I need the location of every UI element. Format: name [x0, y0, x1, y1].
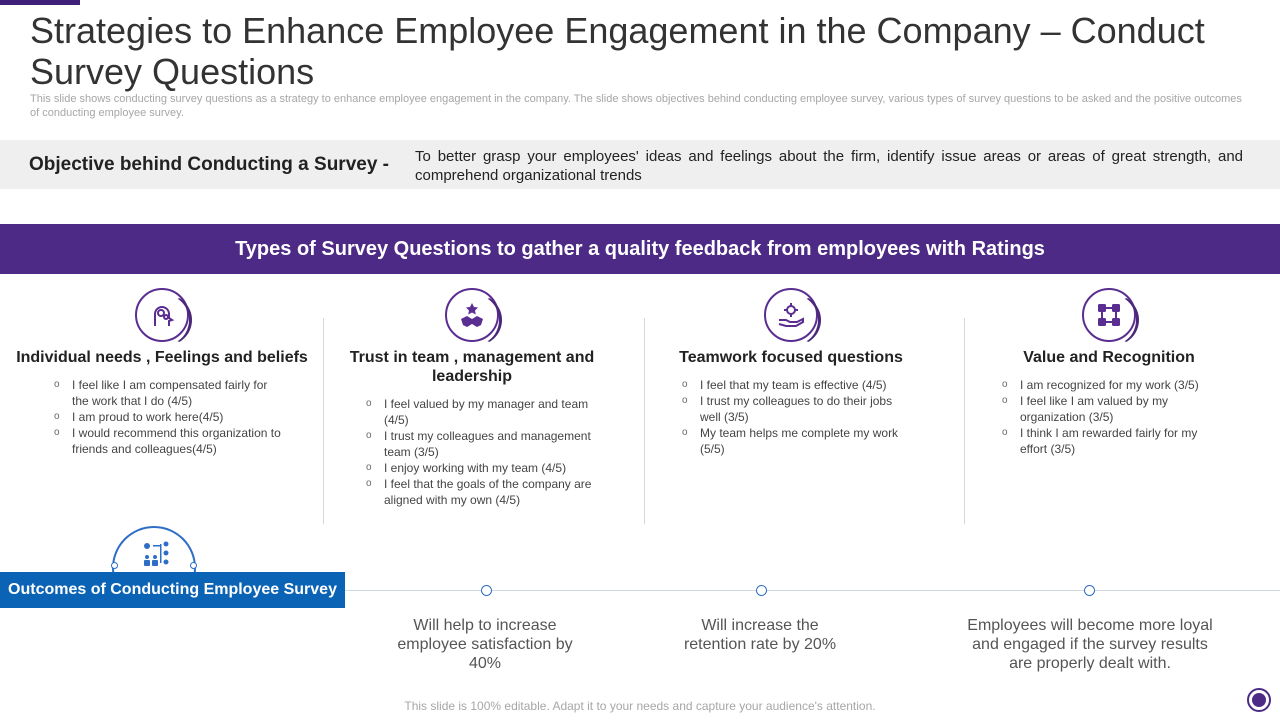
objective-label: Objective behind Conducting a Survey - — [29, 154, 389, 175]
survey-column-teamwork: Teamwork focused questions I feel that m… — [641, 288, 941, 457]
handshake-icon — [445, 288, 502, 346]
hand-gear-icon — [764, 288, 821, 346]
question-list: I am recognized for my work (3/5) I feel… — [959, 377, 1221, 457]
column-divider — [323, 318, 324, 524]
column-title: Teamwork focused questions — [679, 349, 903, 366]
timeline-dot — [756, 585, 767, 596]
survey-column-trust: Trust in team , management and leadershi… — [322, 288, 622, 508]
arc-end-dot — [111, 562, 118, 569]
outcomes-label: Outcomes of Conducting Employee Survey — [0, 572, 345, 608]
question-list: I feel valued by my manager and team (4/… — [322, 396, 592, 508]
list-item: I trust my colleagues to do their jobs w… — [682, 393, 899, 425]
objective-text: To better grasp your employees' ideas an… — [415, 148, 1243, 184]
column-title: Individual needs , Feelings and beliefs — [16, 349, 308, 366]
list-item: I trust my colleagues and management tea… — [366, 428, 592, 460]
survey-types-banner: Types of Survey Questions to gather a qu… — [0, 224, 1280, 274]
page-title: Strategies to Enhance Employee Engagemen… — [30, 10, 1205, 92]
outcome-item: Will increase the retention rate by 20% — [683, 617, 837, 653]
timeline-dot — [481, 585, 492, 596]
survey-column-value: Value and Recognition I am recognized fo… — [959, 288, 1259, 457]
head-gears-icon — [135, 288, 192, 346]
column-title: Trust in team , management and leadershi… — [349, 349, 595, 385]
list-item: I would recommend this organization to f… — [54, 425, 282, 457]
column-title: Value and Recognition — [1023, 349, 1195, 366]
team-network-icon — [144, 541, 169, 566]
list-item: I am proud to work here(4/5) — [54, 409, 282, 425]
list-item: I think I am rewarded fairly for my effo… — [1002, 425, 1221, 457]
objective-band: Objective behind Conducting a Survey - T… — [0, 140, 1280, 189]
list-item: My team helps me complete my work (5/5) — [682, 425, 899, 457]
timeline-dot — [1084, 585, 1095, 596]
slide-nav-dot — [1252, 693, 1266, 707]
slide-nav-icon[interactable] — [1247, 688, 1271, 712]
outcome-timeline — [345, 590, 1280, 591]
list-item: I feel valued by my manager and team (4/… — [366, 396, 592, 428]
list-item: I feel like I am compensated fairly for … — [54, 377, 282, 409]
accent-bar — [0, 0, 80, 5]
question-list: I feel like I am compensated fairly for … — [12, 377, 282, 457]
outcome-item: Will help to increase employee satisfact… — [397, 617, 573, 672]
list-item: I am recognized for my work (3/5) — [1002, 377, 1221, 393]
arc-end-dot — [190, 562, 197, 569]
question-list: I feel that my team is effective (4/5) I… — [641, 377, 899, 457]
survey-column-individual-needs: Individual needs , Feelings and beliefs … — [12, 288, 312, 457]
footer-note: This slide is 100% editable. Adapt it to… — [404, 699, 876, 713]
list-item: I feel like I am valued by my organizati… — [1002, 393, 1221, 425]
list-item: I feel that my team is effective (4/5) — [682, 377, 899, 393]
column-divider — [644, 318, 645, 524]
outcome-item: Employees will become more loyal and eng… — [967, 617, 1213, 672]
linked-squares-icon — [1082, 288, 1139, 346]
page-subtitle: This slide shows conducting survey quest… — [30, 93, 1242, 119]
list-item: I enjoy working with my team (4/5) — [366, 460, 592, 476]
column-divider — [964, 318, 965, 524]
list-item: I feel that the goals of the company are… — [366, 476, 592, 508]
